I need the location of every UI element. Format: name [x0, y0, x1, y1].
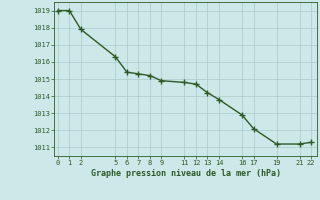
- X-axis label: Graphe pression niveau de la mer (hPa): Graphe pression niveau de la mer (hPa): [91, 169, 281, 178]
